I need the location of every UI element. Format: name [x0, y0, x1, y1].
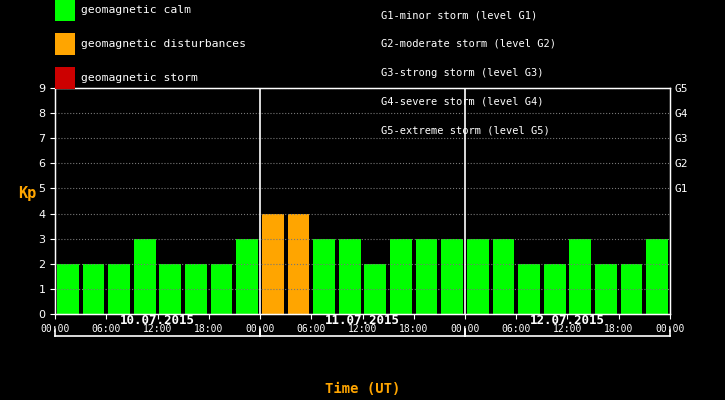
Bar — [646, 239, 668, 314]
Bar — [57, 264, 79, 314]
Text: Time (UT): Time (UT) — [325, 382, 400, 396]
Text: G2-moderate storm (level G2): G2-moderate storm (level G2) — [381, 39, 555, 49]
Bar — [390, 239, 412, 314]
Bar — [569, 239, 591, 314]
Bar — [544, 264, 566, 314]
Bar — [339, 239, 360, 314]
Bar — [236, 239, 258, 314]
Bar — [492, 239, 514, 314]
Bar — [518, 264, 540, 314]
Text: geomagnetic disturbances: geomagnetic disturbances — [81, 39, 247, 49]
Text: 11.07.2015: 11.07.2015 — [325, 314, 400, 327]
Text: geomagnetic storm: geomagnetic storm — [81, 73, 198, 83]
Bar — [134, 239, 156, 314]
Text: G4-severe storm (level G4): G4-severe storm (level G4) — [381, 96, 543, 106]
Bar — [185, 264, 207, 314]
Bar — [160, 264, 181, 314]
Text: geomagnetic calm: geomagnetic calm — [81, 5, 191, 15]
Bar — [211, 264, 233, 314]
Text: G1-minor storm (level G1): G1-minor storm (level G1) — [381, 10, 537, 20]
Text: G5-extreme storm (level G5): G5-extreme storm (level G5) — [381, 125, 550, 135]
Bar — [365, 264, 386, 314]
Bar — [288, 214, 310, 314]
Bar — [108, 264, 130, 314]
Text: G3-strong storm (level G3): G3-strong storm (level G3) — [381, 68, 543, 78]
Bar — [621, 264, 642, 314]
Y-axis label: Kp: Kp — [18, 186, 36, 201]
Bar — [313, 239, 335, 314]
Bar — [595, 264, 617, 314]
Bar — [442, 239, 463, 314]
Bar — [467, 239, 489, 314]
Bar — [262, 214, 283, 314]
Bar — [415, 239, 437, 314]
Text: 12.07.2015: 12.07.2015 — [530, 314, 605, 327]
Text: 10.07.2015: 10.07.2015 — [120, 314, 195, 327]
Bar — [83, 264, 104, 314]
